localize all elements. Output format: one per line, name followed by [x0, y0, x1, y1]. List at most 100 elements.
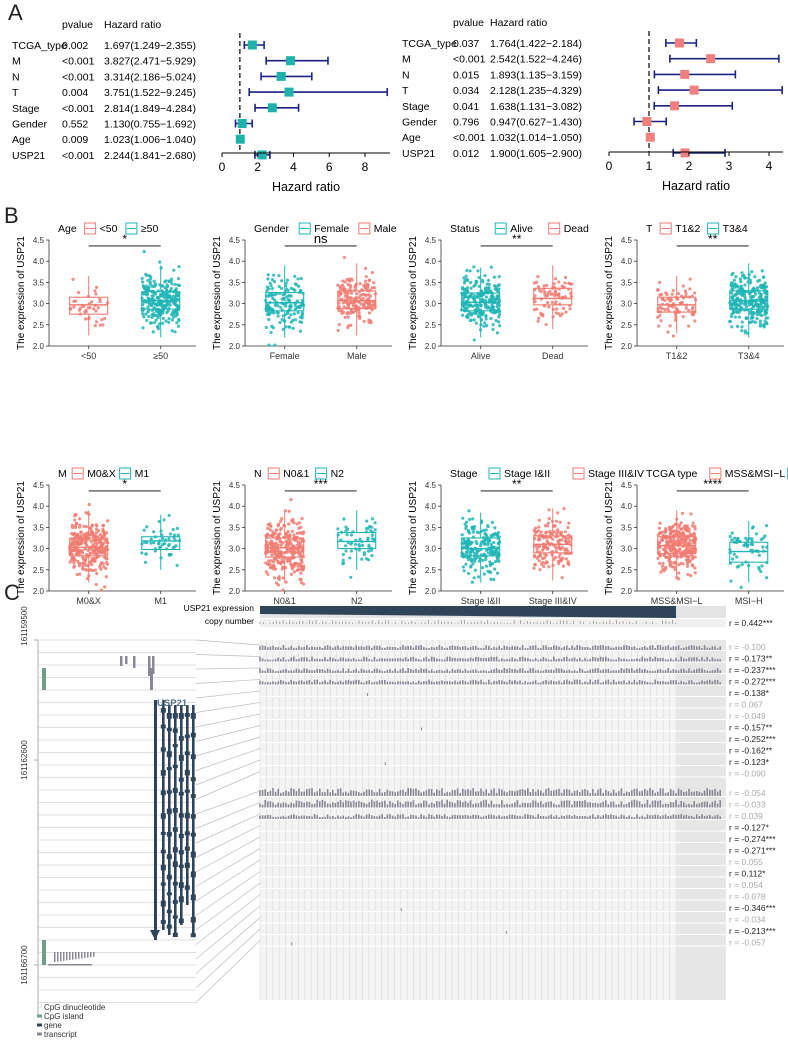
forest-x-tick-label: 0 [219, 160, 226, 174]
boxplot-data-point [475, 541, 479, 546]
boxplot-data-point [104, 531, 109, 535]
boxplot-y-tick-label: 2.0 [33, 587, 45, 596]
boxplot-data-point [474, 279, 479, 283]
boxplot-data-point [484, 286, 488, 290]
boxplot-data-point [167, 537, 171, 541]
boxplot-data-point [281, 541, 285, 545]
boxplot-data-point [658, 521, 662, 525]
boxplot-data-point [349, 533, 354, 537]
boxplot-data-point [539, 530, 543, 534]
boxplot-data-point [740, 293, 745, 298]
boxplot-data-point [479, 304, 483, 308]
boxplot-data-point [760, 313, 764, 318]
transcript-exon [172, 827, 178, 832]
methylation-row-correlation: r = -0.173** [729, 654, 773, 664]
boxplot-data-point [670, 565, 675, 569]
boxplot-data-point [482, 572, 486, 576]
boxplot-data-point [755, 317, 759, 321]
boxplot-data-point [491, 311, 496, 315]
boxplot-data-point [656, 315, 660, 319]
methylation-connector [195, 667, 261, 670]
boxplot-data-point [667, 555, 671, 559]
boxplot-data-point [357, 311, 361, 315]
boxplot-data-point [82, 534, 86, 538]
boxplot-data-point [755, 286, 759, 290]
legend-label: CpG island [44, 1012, 84, 1021]
transcript-exon [160, 770, 166, 776]
boxplot-data-point [687, 549, 691, 553]
boxplot-data-point [345, 312, 349, 316]
methylation-connector [195, 836, 261, 873]
boxplot-data-point [72, 538, 77, 543]
methylation-row-correlation: r = 0.067 [729, 700, 763, 710]
boxplot-data-point [300, 320, 304, 324]
boxplot-data-point [140, 551, 144, 555]
boxplot-data-point [663, 298, 667, 302]
boxplot-data-point [537, 525, 541, 529]
boxplot-data-point [172, 545, 176, 549]
transcript-exon [160, 864, 166, 871]
boxplot-data-point [151, 294, 155, 298]
transcript-exon [190, 777, 196, 782]
boxplot-data-point [729, 579, 733, 583]
boxplot-data-point [484, 295, 488, 299]
boxplot-sig-label: ** [512, 477, 522, 491]
boxplot-data-point [535, 547, 539, 551]
boxplot-data-point [563, 548, 567, 552]
boxplot-data-point [657, 324, 661, 328]
boxplot-data-point [152, 321, 157, 325]
boxplot-data-point [271, 530, 275, 534]
transcript-exon [178, 736, 184, 741]
boxplot-data-point [688, 538, 692, 542]
boxplot-data-point [291, 318, 295, 323]
boxplot-y-tick-label: 3.5 [425, 278, 437, 287]
boxplot-data-point [484, 548, 489, 552]
forest-row-name: M [402, 54, 411, 66]
boxplot-data-point [155, 325, 159, 329]
boxplot-status: Status Alive Dead 2.0 2.5 3.0 3.5 4.0 4.5 The exp… [408, 222, 589, 361]
boxplot-data-point [658, 280, 662, 285]
boxplot-data-point [468, 310, 472, 315]
boxplot-data-point [93, 324, 97, 328]
boxplot-data-point [681, 284, 685, 288]
boxplot-y-tick-label: 2.5 [425, 321, 437, 330]
boxplot-data-point [170, 318, 174, 322]
methylation-connector [195, 713, 261, 728]
boxplot-data-point [671, 538, 675, 542]
transcript-exon [178, 754, 184, 761]
boxplot-data-point [299, 577, 303, 582]
boxplot-y-axis-title: The expression of USP21 [604, 236, 615, 350]
boxplot-data-point [462, 276, 466, 280]
boxplot-data-point [493, 549, 497, 553]
boxplot-y-tick-label: 4.0 [425, 502, 437, 511]
boxplot-data-point [759, 569, 763, 574]
boxplot-data-point [94, 531, 99, 535]
boxplot-y-tick-label: 2.5 [33, 566, 45, 575]
boxplot-data-point [99, 567, 103, 571]
boxplot-data-point [544, 322, 548, 327]
boxplot-data-point [567, 562, 571, 567]
boxplot-data-point [736, 537, 740, 541]
boxplot-data-point [101, 529, 105, 533]
boxplot-data-point [149, 321, 154, 325]
boxplot-data-point [145, 525, 149, 529]
boxplot-data-point [167, 279, 171, 283]
boxplot-data-point [373, 528, 377, 532]
top-transcript-bar [150, 668, 153, 690]
boxplot-data-point [739, 279, 743, 284]
boxplot-data-point [270, 553, 274, 557]
forest-header-hazard-ratio: Hazard ratio [490, 17, 547, 29]
boxplot-data-point [167, 542, 171, 547]
boxplot-data-point [476, 575, 481, 579]
transcript-exon [166, 854, 172, 860]
transcript-exon [190, 894, 196, 901]
boxplot-data-point [472, 297, 476, 301]
boxplot-data-point [336, 283, 340, 287]
boxplot-data-point [97, 551, 101, 555]
boxplot-data-point [657, 526, 662, 530]
boxplot-data-point [81, 305, 86, 309]
boxplot-data-point [153, 292, 158, 296]
boxplot-data-point [465, 552, 469, 556]
boxplot-data-point [545, 524, 550, 528]
boxplot-legend-title: Status [450, 223, 480, 235]
